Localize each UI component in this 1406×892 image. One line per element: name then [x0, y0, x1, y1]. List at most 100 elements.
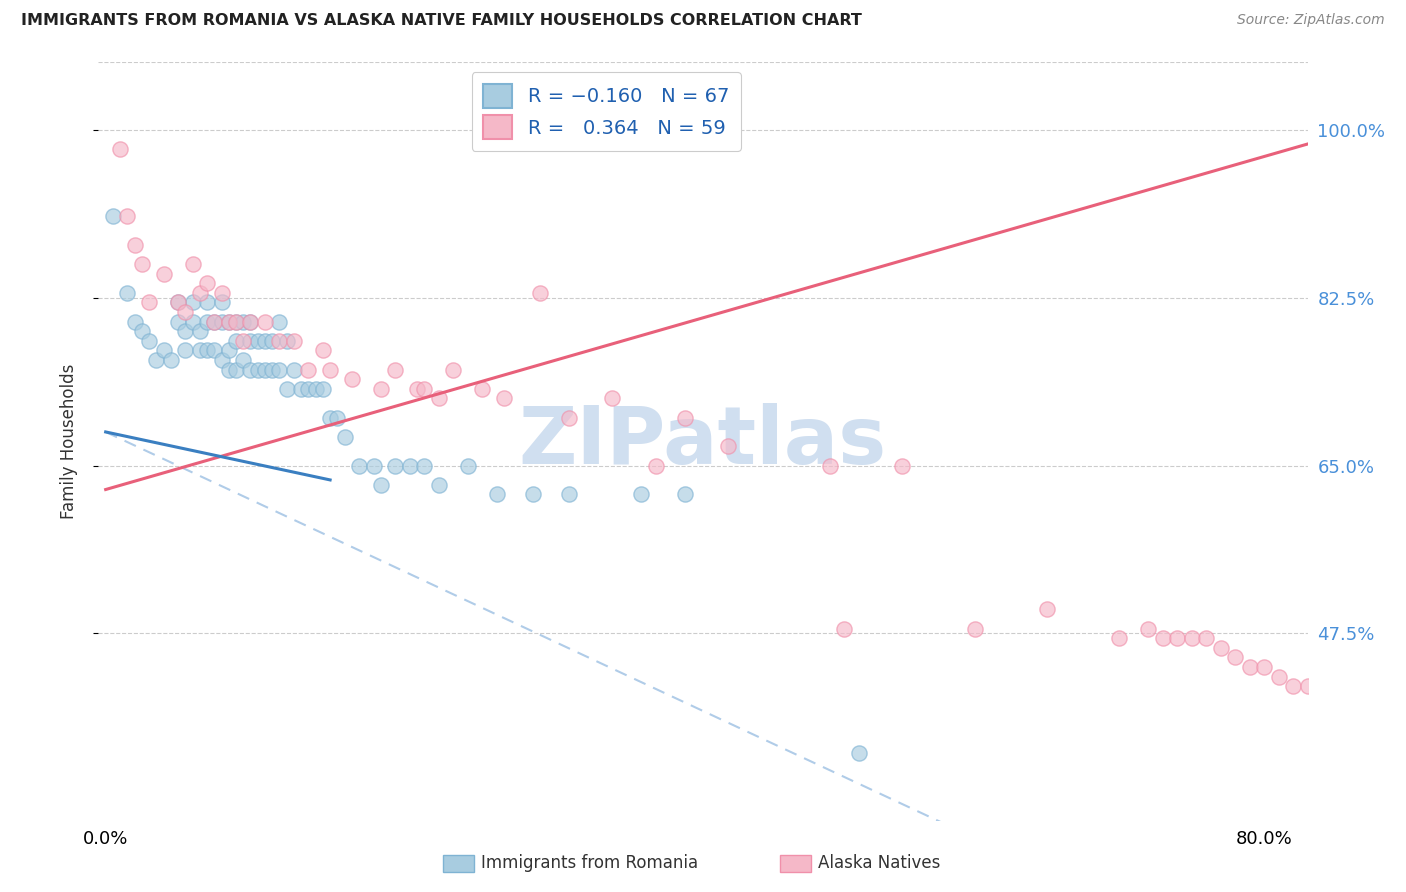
Point — [347, 458, 370, 473]
Point — [108, 142, 131, 156]
Point — [253, 315, 276, 329]
Point — [188, 343, 211, 358]
Point — [384, 362, 406, 376]
Point — [1195, 632, 1218, 646]
Point — [891, 458, 914, 473]
Point — [398, 458, 420, 473]
Point — [138, 295, 160, 310]
Point — [1239, 660, 1261, 674]
Point — [406, 382, 429, 396]
Point — [269, 315, 291, 329]
Legend: R = −0.160   N = 67, R =   0.364   N = 59: R = −0.160 N = 67, R = 0.364 N = 59 — [471, 72, 741, 151]
Text: Immigrants from Romania: Immigrants from Romania — [481, 855, 697, 872]
Point — [283, 334, 305, 348]
Point — [174, 343, 197, 358]
Point — [963, 622, 986, 636]
Point — [152, 267, 174, 281]
Point — [848, 747, 870, 761]
Point — [333, 430, 356, 444]
Point — [1166, 632, 1188, 646]
Point — [558, 487, 581, 501]
Point — [340, 372, 363, 386]
Point — [225, 315, 247, 329]
Point — [363, 458, 385, 473]
Point — [239, 334, 262, 348]
Point — [218, 315, 240, 329]
Point — [485, 487, 508, 501]
Point — [188, 324, 211, 338]
Point — [188, 285, 211, 300]
Point — [427, 477, 450, 491]
Point — [246, 362, 269, 376]
Point — [145, 353, 167, 368]
Point — [290, 382, 312, 396]
Point — [239, 362, 262, 376]
Point — [167, 315, 190, 329]
Point — [832, 622, 855, 636]
Point — [195, 276, 218, 290]
Point — [239, 315, 262, 329]
Point — [370, 382, 392, 396]
Point — [262, 362, 284, 376]
Point — [645, 458, 668, 473]
Point — [181, 295, 204, 310]
Point — [312, 382, 335, 396]
Point — [441, 362, 464, 376]
Point — [319, 410, 342, 425]
Point — [276, 334, 298, 348]
Point — [117, 209, 139, 223]
Point — [297, 362, 319, 376]
Point — [202, 315, 225, 329]
Point — [131, 257, 153, 271]
Point — [232, 334, 254, 348]
Point — [225, 362, 247, 376]
Point — [211, 353, 233, 368]
Point — [262, 334, 284, 348]
Point — [297, 382, 319, 396]
Point — [167, 295, 190, 310]
Point — [370, 477, 392, 491]
Text: IMMIGRANTS FROM ROMANIA VS ALASKA NATIVE FAMILY HOUSEHOLDS CORRELATION CHART: IMMIGRANTS FROM ROMANIA VS ALASKA NATIVE… — [21, 13, 862, 29]
Point — [232, 353, 254, 368]
Point — [225, 315, 247, 329]
Point — [195, 295, 218, 310]
Point — [218, 362, 240, 376]
Point — [211, 315, 233, 329]
Point — [1296, 679, 1319, 693]
Point — [1340, 237, 1362, 252]
Point — [1137, 622, 1160, 636]
Point — [202, 343, 225, 358]
Point — [673, 487, 696, 501]
Point — [529, 285, 551, 300]
Point — [269, 334, 291, 348]
Point — [717, 439, 740, 453]
Point — [218, 315, 240, 329]
Point — [1267, 670, 1289, 684]
Point — [304, 382, 326, 396]
Point — [124, 237, 146, 252]
Point — [1036, 602, 1059, 616]
Point — [413, 382, 436, 396]
Point — [1181, 632, 1204, 646]
Point — [167, 295, 190, 310]
Point — [319, 362, 342, 376]
Point — [1326, 698, 1348, 713]
Point — [246, 334, 269, 348]
Point — [427, 392, 450, 406]
Text: Source: ZipAtlas.com: Source: ZipAtlas.com — [1237, 13, 1385, 28]
Point — [159, 353, 181, 368]
Point — [1282, 679, 1305, 693]
Point — [174, 305, 197, 319]
Point — [471, 382, 494, 396]
Point — [1310, 689, 1333, 703]
Point — [1209, 640, 1232, 655]
Point — [384, 458, 406, 473]
Point — [181, 315, 204, 329]
Point — [211, 285, 233, 300]
Point — [283, 362, 305, 376]
Point — [522, 487, 544, 501]
Point — [138, 334, 160, 348]
Point — [492, 392, 515, 406]
Point — [818, 458, 841, 473]
Point — [630, 487, 652, 501]
